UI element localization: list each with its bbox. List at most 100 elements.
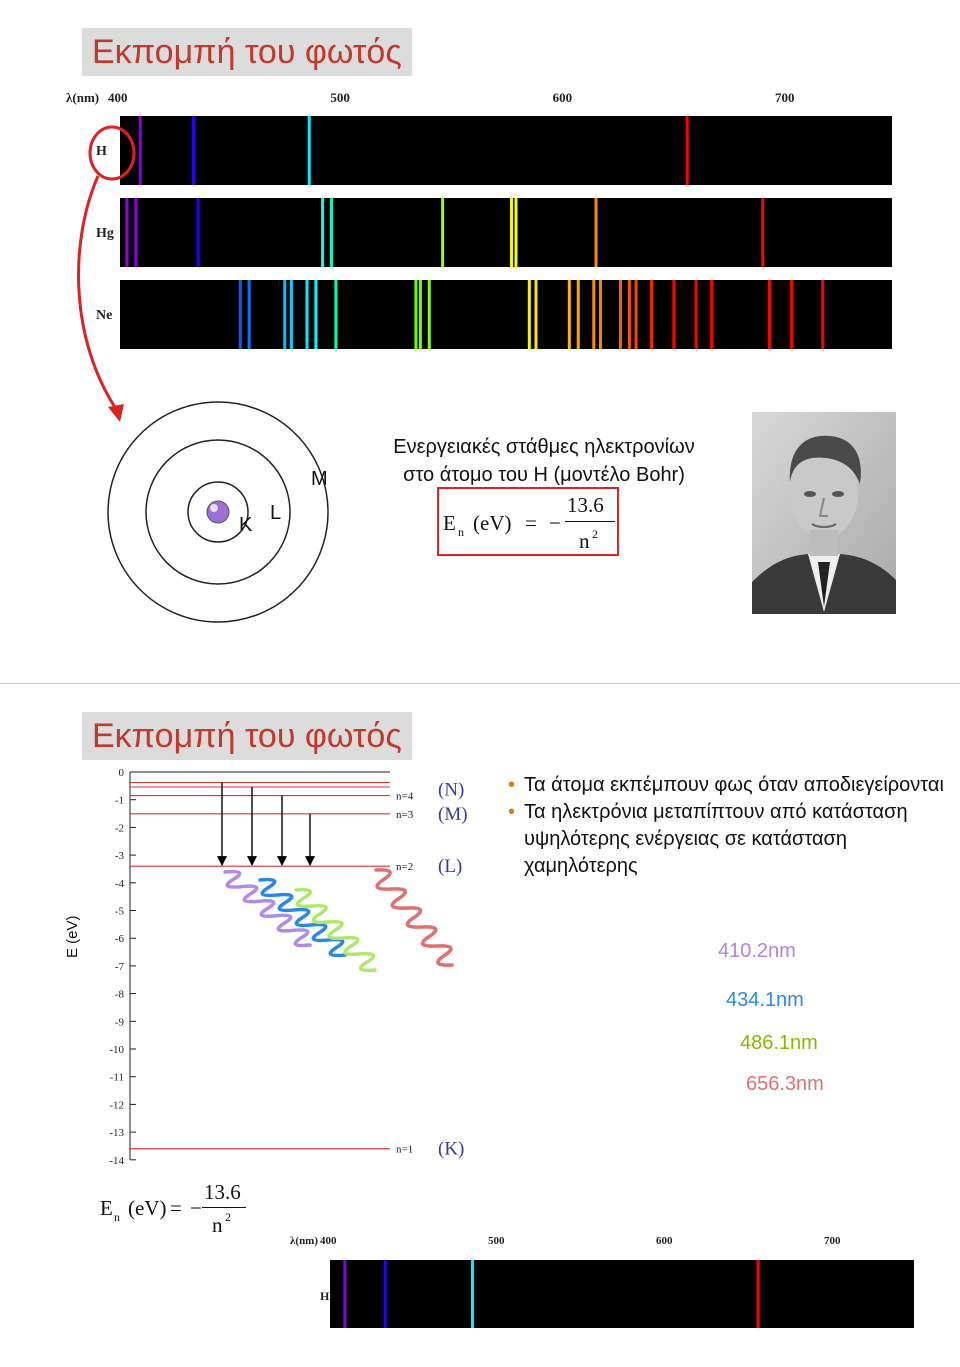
shell-label: (N) bbox=[438, 780, 464, 801]
bullet-2-text: Τα ηλεκτρόνια μεταπίπτουν από κατάσταση … bbox=[524, 801, 908, 877]
formula-minus: − bbox=[190, 1196, 202, 1220]
energy-formula-box: E n (eV) = − 13.6 n 2 bbox=[437, 487, 619, 556]
emission-line bbox=[514, 198, 518, 267]
tick-label: 600 bbox=[553, 90, 573, 105]
arrow-head bbox=[217, 856, 227, 867]
bullet-marker: • bbox=[508, 801, 516, 823]
emission-line bbox=[289, 280, 293, 349]
formula-numerator: 13.6 bbox=[204, 1180, 241, 1204]
emission-line bbox=[321, 198, 325, 267]
emission-line bbox=[414, 280, 418, 349]
y-tick-label: -12 bbox=[109, 1099, 124, 1111]
bohr-portrait bbox=[752, 412, 896, 614]
shell-label-l: L bbox=[270, 502, 282, 524]
formula-denominator: n bbox=[212, 1213, 223, 1237]
bohr-atom bbox=[107, 401, 329, 623]
level-n-label: n=4 bbox=[396, 791, 414, 803]
y-tick-label: -8 bbox=[115, 989, 125, 1001]
formula-exponent: 2 bbox=[592, 527, 598, 541]
formula-e: E bbox=[443, 511, 456, 535]
emission-line bbox=[790, 280, 794, 349]
emission-line bbox=[685, 116, 689, 185]
energy-level-diagram: 0 -1 -2 -3 -4 -5 -6 -7 -8 -9 -10 -11 -12 -13 -14 n=4 (N)… bbox=[109, 767, 468, 1167]
bullet-1: • Τα άτομα εκπέμπουν φως όταν αποδιεγείρ… bbox=[508, 772, 948, 799]
y-axis-label: E (eV) bbox=[64, 915, 81, 958]
y-tick-label: -9 bbox=[115, 1016, 125, 1028]
element-label: Ne bbox=[96, 308, 112, 323]
level-n-label: n=3 bbox=[396, 809, 414, 821]
tick-label: 400 bbox=[108, 90, 128, 105]
formula-fraction-bar bbox=[202, 1207, 246, 1208]
emission-line bbox=[283, 280, 287, 349]
formula-exponent: 2 bbox=[225, 1210, 231, 1224]
formula-e: E bbox=[100, 1196, 113, 1220]
emission-line bbox=[756, 1260, 760, 1328]
slide-divider bbox=[0, 683, 960, 684]
spectrum-row-hg: Hg bbox=[96, 198, 892, 267]
spectrum-band bbox=[330, 1260, 914, 1328]
formula-unit: (eV) bbox=[473, 511, 512, 535]
spectra-figure: λ(nm) 400 500 600 700 H Hg Ne bbox=[66, 90, 892, 349]
tick-label: 400 bbox=[320, 1235, 337, 1247]
emission-line bbox=[427, 280, 431, 349]
formula-equals: = bbox=[170, 1196, 182, 1220]
caption-line-2: στο άτομο του Η (μοντέλο Bohr) bbox=[403, 464, 685, 486]
tick-label: 600 bbox=[656, 1235, 673, 1247]
emission-line bbox=[821, 280, 825, 349]
photon-wave-410 bbox=[223, 869, 312, 948]
emission-line bbox=[576, 280, 580, 349]
emission-line bbox=[592, 280, 596, 349]
emission-line bbox=[343, 1260, 347, 1328]
energy-formula: E n (eV) = − 13.6 n 2 bbox=[96, 1180, 256, 1240]
tick-label: 700 bbox=[775, 90, 795, 105]
spectrum-row-ne: Ne bbox=[96, 280, 892, 349]
emission-line bbox=[594, 198, 598, 267]
emission-line bbox=[761, 198, 765, 267]
y-tick-label: -7 bbox=[115, 961, 125, 973]
emission-line bbox=[510, 198, 514, 267]
bullet-1-text: Τα άτομα εκπέμπουν φως όταν αποδιεγείρον… bbox=[524, 774, 944, 796]
wavelength-label: 486.1nm bbox=[740, 1032, 818, 1054]
spectrum-band bbox=[120, 198, 892, 267]
y-tick-label: -1 bbox=[115, 795, 124, 807]
formula-minus: − bbox=[549, 511, 561, 535]
shell-label-k: K bbox=[239, 514, 253, 536]
hydrogen-spectrum: λ(nm) 400 500 600 700 H bbox=[290, 1235, 914, 1328]
emission-line bbox=[238, 280, 242, 349]
emission-line bbox=[767, 280, 771, 349]
bullet-2: • Τα ηλεκτρόνια μεταπίπτουν από κατάστασ… bbox=[508, 799, 948, 880]
emission-line bbox=[138, 116, 142, 185]
caption-line-1: Ενεργειακές στάθμες ηλεκτρονίων bbox=[393, 436, 695, 458]
y-tick-label: -4 bbox=[115, 878, 125, 890]
emission-line bbox=[307, 116, 311, 185]
y-tick-label: -11 bbox=[110, 1072, 124, 1084]
shell-label-m: M bbox=[311, 468, 328, 490]
wavelength-label: 434.1nm bbox=[726, 989, 804, 1011]
arrow-head bbox=[247, 856, 257, 867]
formula-unit: (eV) bbox=[128, 1196, 167, 1220]
emission-line bbox=[383, 1260, 387, 1328]
y-tick-label: 0 bbox=[119, 767, 125, 779]
formula-numerator: 13.6 bbox=[567, 493, 604, 517]
bullet-marker: • bbox=[508, 774, 516, 796]
shell-label: (M) bbox=[438, 804, 468, 825]
axis-label: λ(nm) bbox=[66, 90, 99, 105]
tick-label: 500 bbox=[488, 1235, 505, 1247]
formula-denominator: n bbox=[579, 529, 590, 553]
tick-label: 700 bbox=[824, 1235, 841, 1247]
emission-line bbox=[710, 280, 714, 349]
axis-label: λ(nm) bbox=[290, 1235, 318, 1247]
emission-line bbox=[314, 280, 318, 349]
h-to-bohr-arrow bbox=[77, 125, 136, 422]
formula-sub-n: n bbox=[458, 525, 464, 539]
wavelength-label: 410.2nm bbox=[718, 940, 796, 962]
y-tick-label: -6 bbox=[115, 933, 125, 945]
emission-line bbox=[196, 198, 200, 267]
emission-line bbox=[470, 1260, 474, 1328]
emission-line bbox=[134, 198, 138, 267]
level-n-label: n=2 bbox=[396, 861, 413, 873]
element-label: H bbox=[320, 1289, 330, 1303]
emission-line bbox=[598, 280, 602, 349]
emission-line bbox=[441, 198, 445, 267]
element-label: Hg bbox=[96, 226, 114, 241]
